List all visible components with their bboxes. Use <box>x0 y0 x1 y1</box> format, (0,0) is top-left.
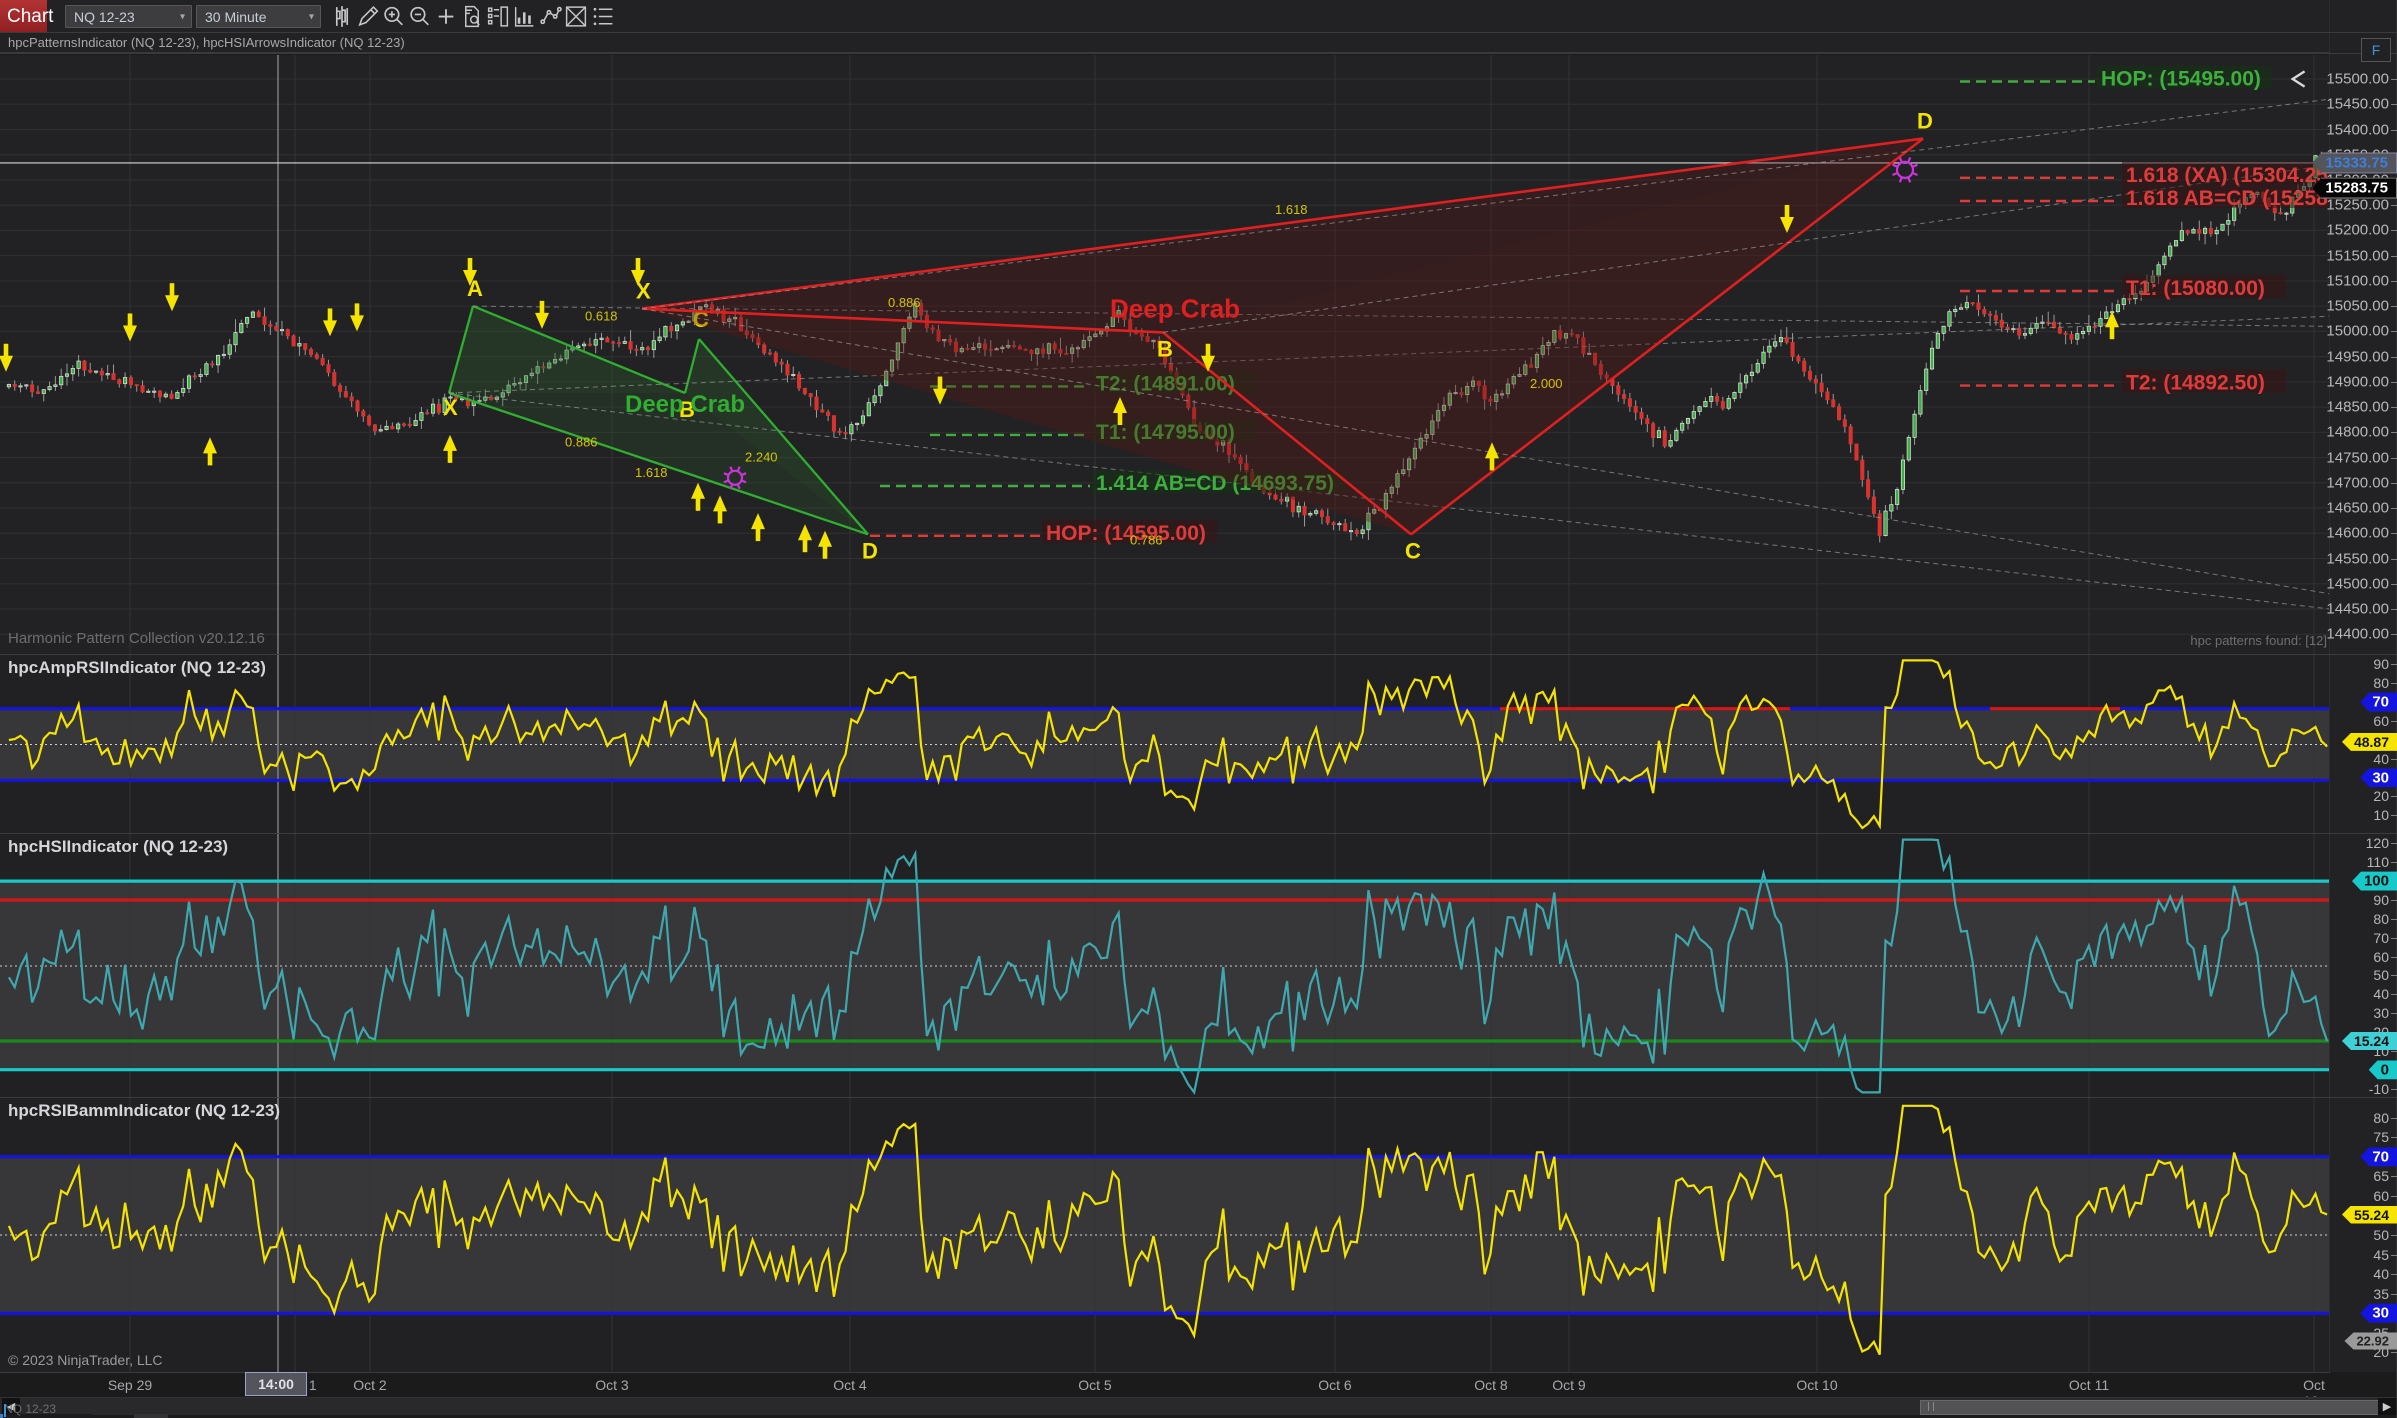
svg-text:1.618 (XA) (15304.25): 1.618 (XA) (15304.25) <box>2126 164 2335 187</box>
svg-text:hpcAmpRSIIndicator (NQ 12-23): hpcAmpRSIIndicator (NQ 12-23) <box>8 658 266 677</box>
svg-text:0.786: 0.786 <box>1130 532 1163 547</box>
svg-text:0.618: 0.618 <box>585 308 618 323</box>
svg-text:T2: (14892.50): T2: (14892.50) <box>2126 372 2265 395</box>
svg-text:0.886: 0.886 <box>888 295 921 310</box>
svg-text:0.886: 0.886 <box>565 435 598 450</box>
svg-text:2.240: 2.240 <box>745 450 778 465</box>
svg-text:1.618: 1.618 <box>635 465 668 480</box>
svg-text:C: C <box>1405 538 1421 563</box>
svg-text:T1: (15080.00): T1: (15080.00) <box>2126 277 2265 300</box>
svg-text:X: X <box>443 395 458 420</box>
svg-text:D: D <box>1917 109 1933 134</box>
svg-text:HOP: (15495.00): HOP: (15495.00) <box>2101 68 2261 91</box>
svg-text:1.618: 1.618 <box>1275 202 1308 217</box>
svg-text:Deep Crab: Deep Crab <box>625 391 745 418</box>
svg-text:HOP: (14595.00): HOP: (14595.00) <box>1046 522 1206 545</box>
svg-text:hpcHSIIndicator (NQ 12-23): hpcHSIIndicator (NQ 12-23) <box>8 837 228 856</box>
svg-text:hpcRSIBammIndicator (NQ 12-23): hpcRSIBammIndicator (NQ 12-23) <box>8 1101 280 1120</box>
svg-text:D: D <box>862 538 878 563</box>
svg-text:Deep Crab: Deep Crab <box>1110 293 1240 323</box>
svg-text:B: B <box>1157 336 1173 361</box>
svg-text:2.000: 2.000 <box>1530 376 1563 391</box>
